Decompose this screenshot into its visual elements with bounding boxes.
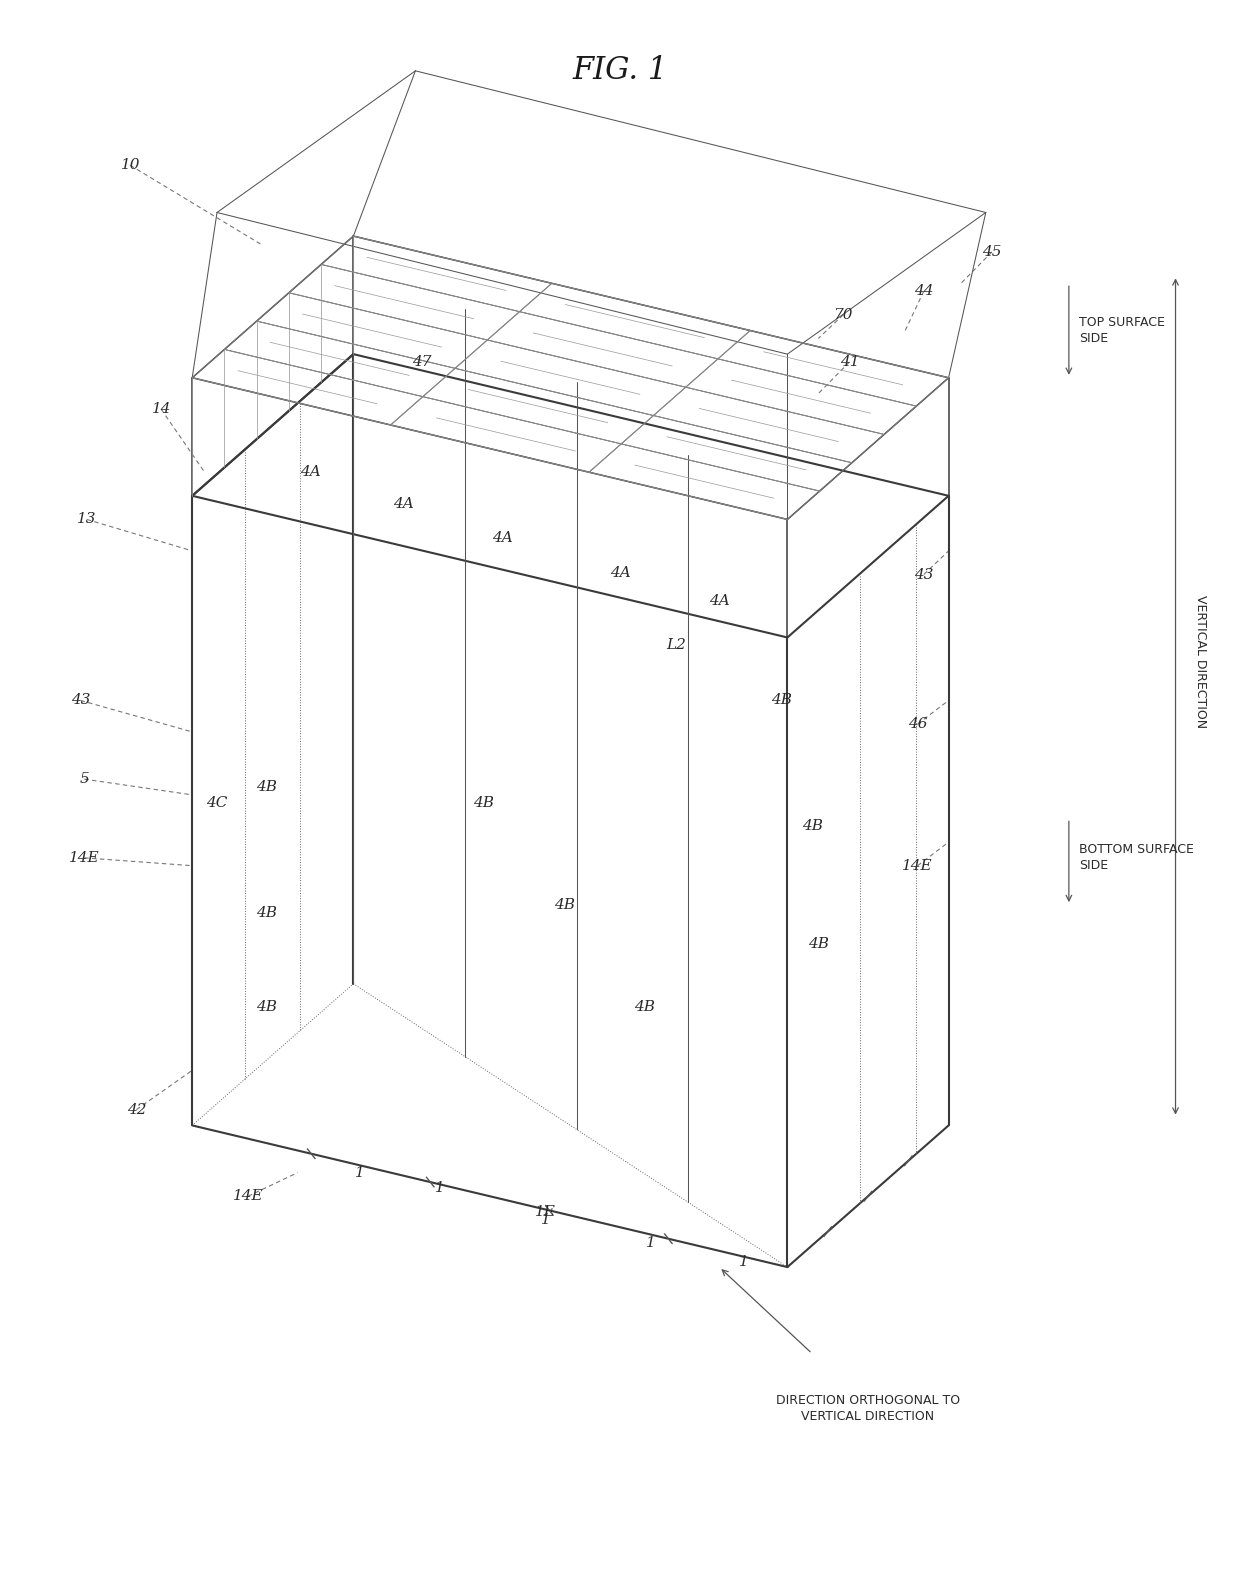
Text: 4B: 4B <box>554 899 574 911</box>
Text: 46: 46 <box>908 718 928 730</box>
Text: 1: 1 <box>541 1214 551 1226</box>
Text: 4A: 4A <box>492 532 512 545</box>
Text: 44: 44 <box>914 285 934 297</box>
Text: 4A: 4A <box>610 567 630 579</box>
Text: 1: 1 <box>355 1166 365 1179</box>
Text: TOP SURFACE
SIDE: TOP SURFACE SIDE <box>1079 316 1164 345</box>
Text: 4B: 4B <box>257 781 277 793</box>
Text: 43: 43 <box>914 568 934 581</box>
Text: VERTICAL DIRECTION: VERTICAL DIRECTION <box>1194 595 1207 727</box>
Text: 43: 43 <box>71 694 91 707</box>
Text: 41: 41 <box>839 356 859 368</box>
Text: 14E: 14E <box>233 1190 263 1203</box>
Text: 1: 1 <box>646 1237 656 1250</box>
Text: 14: 14 <box>151 403 171 416</box>
Text: 14E: 14E <box>69 852 99 864</box>
Text: 70: 70 <box>833 309 853 321</box>
Text: FIG. 1: FIG. 1 <box>573 55 667 87</box>
Text: 4A: 4A <box>300 466 320 478</box>
Text: 4B: 4B <box>808 938 828 951</box>
Text: 4C: 4C <box>206 796 228 809</box>
Text: 4B: 4B <box>802 820 822 833</box>
Text: 45: 45 <box>982 246 1002 258</box>
Text: 1: 1 <box>435 1182 445 1195</box>
Text: 1E: 1E <box>536 1206 556 1218</box>
Text: 4A: 4A <box>709 595 729 608</box>
Text: 13: 13 <box>77 513 97 526</box>
Text: DIRECTION ORTHOGONAL TO
VERTICAL DIRECTION: DIRECTION ORTHOGONAL TO VERTICAL DIRECTI… <box>776 1395 960 1423</box>
Text: 1: 1 <box>739 1256 749 1269</box>
Text: 10: 10 <box>120 159 140 172</box>
Text: BOTTOM SURFACE
SIDE: BOTTOM SURFACE SIDE <box>1079 844 1194 872</box>
Text: 47: 47 <box>412 356 432 368</box>
Text: 5: 5 <box>79 773 89 785</box>
Text: 4B: 4B <box>771 694 791 707</box>
Text: 14E: 14E <box>903 859 932 872</box>
Text: 4A: 4A <box>393 497 413 510</box>
Text: 4B: 4B <box>474 796 494 809</box>
Text: L2: L2 <box>666 639 686 652</box>
Text: 4B: 4B <box>635 1001 655 1014</box>
Text: 4B: 4B <box>257 1001 277 1014</box>
Text: 4B: 4B <box>257 907 277 919</box>
Text: 42: 42 <box>126 1103 146 1116</box>
